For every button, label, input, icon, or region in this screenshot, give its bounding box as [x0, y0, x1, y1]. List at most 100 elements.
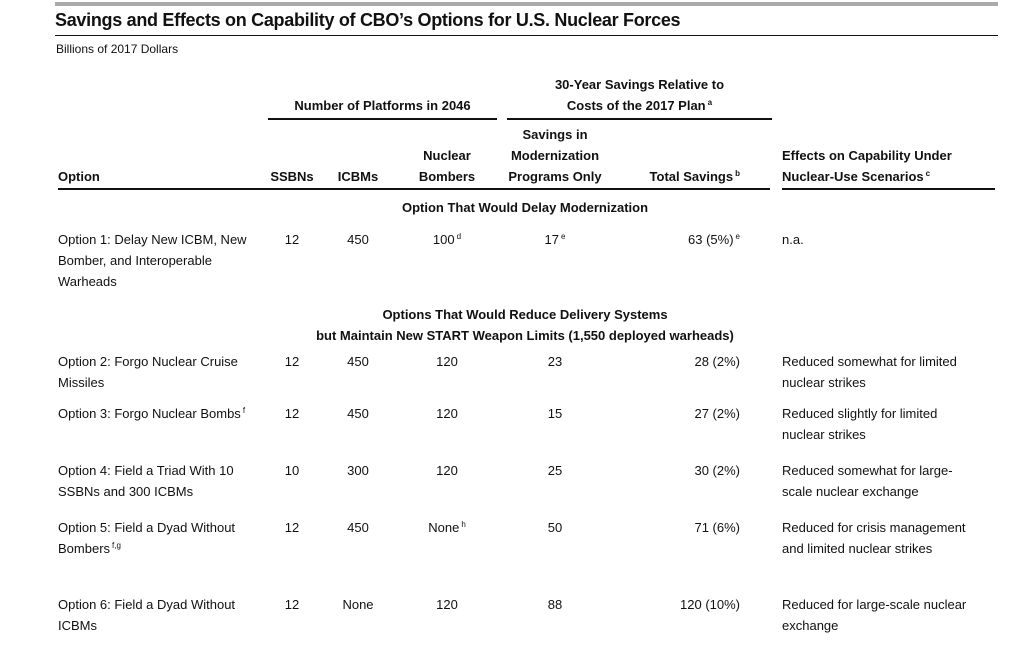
table-cell-text: 450: [347, 520, 369, 535]
table-cell-text: 120: [436, 597, 458, 612]
top-rule: [55, 2, 998, 6]
column-header-text: Savings in Modernization Programs Only: [508, 127, 602, 184]
table-cell: Reduced for large-scale nuclear exchange: [782, 594, 982, 636]
section-heading: Option That Would Delay Modernization: [401, 200, 649, 215]
table-cell-text: None: [428, 520, 460, 535]
column-header: Effects on Capability Under Nuclear-Use …: [782, 145, 982, 187]
table-cell-text: Option 4: Field a Triad With 10 SSBNs an…: [58, 463, 234, 499]
table-cell: 450: [328, 229, 388, 250]
table-cell: 120: [400, 403, 494, 424]
table-cell-text: Option 3: Forgo Nuclear Bombs: [58, 406, 241, 421]
table-cell: 50: [500, 517, 610, 538]
table-cell-text: 25: [547, 463, 563, 478]
table-cell-text: 63 (5%): [688, 232, 734, 247]
table-cell: 30 (2%): [620, 460, 740, 481]
table-cell: Option 3: Forgo Nuclear Bombs f: [58, 403, 258, 424]
table-cell: 23: [500, 351, 610, 372]
table-cell-text: 120 (10%): [680, 597, 740, 612]
table-cell: n.a.: [782, 229, 982, 250]
footnote-mark: e: [561, 231, 566, 241]
table-cell-text: 450: [347, 406, 369, 421]
table-cell-text: 450: [347, 354, 369, 369]
header-rule: [58, 188, 770, 190]
group-header-text: 30-Year Savings Relative to Costs of the…: [554, 77, 725, 113]
column-header: Savings in Modernization Programs Only: [500, 124, 610, 187]
table-cell-text: 17: [544, 232, 559, 247]
section-heading: Options That Would Reduce Delivery Syste…: [382, 307, 668, 322]
table-cell: 63 (5%) e: [620, 229, 740, 250]
table-cell: 71 (6%): [620, 517, 740, 538]
table-cell-text: 12: [284, 406, 300, 421]
table-cell-text: 15: [547, 406, 563, 421]
table-cell: 300: [328, 460, 388, 481]
table-cell-text: n.a.: [782, 232, 804, 247]
column-header-text: Effects on Capability Under Nuclear-Use …: [782, 148, 952, 184]
table-cell-text: 450: [347, 232, 369, 247]
table-cell-text: 12: [284, 354, 300, 369]
table-cell-text: Reduced slightly for limited nuclear str…: [782, 406, 938, 442]
table-cell-text: None: [342, 597, 374, 612]
table-cell: 12: [262, 517, 322, 538]
table-cell: 12: [262, 403, 322, 424]
group-header-text: Number of Platforms in 2046: [294, 98, 471, 113]
table-cell: 450: [328, 517, 388, 538]
table-cell: None h: [400, 517, 494, 538]
table-cell-text: 120: [436, 406, 458, 421]
table-cell-text: 120: [436, 354, 458, 369]
table-cell: Option 1: Delay New ICBM, New Bomber, an…: [58, 229, 258, 292]
group-header: Number of Platforms in 2046: [268, 95, 497, 116]
title: Savings and Effects on Capability of CBO…: [55, 10, 681, 30]
table-cell-text: Option 6: Field a Dyad Without ICBMs: [58, 597, 236, 633]
column-header: Total Savings b: [620, 166, 740, 187]
table-cell: 25: [500, 460, 610, 481]
table-cell-text: 100: [432, 232, 455, 247]
table-cell: 12: [262, 594, 322, 615]
group-rule: [268, 118, 497, 120]
table-cell-text: Reduced for crisis management and limite…: [782, 520, 966, 556]
column-header: ICBMs: [328, 166, 388, 187]
table-cell: Option 5: Field a Dyad Without Bombers f,…: [58, 517, 258, 559]
table-cell-text: 120: [436, 463, 458, 478]
group-header: 30-Year Savings Relative to Costs of the…: [507, 74, 772, 116]
table-cell: 17 e: [500, 229, 610, 250]
footnote-mark: f: [242, 405, 246, 415]
footnote-mark: b: [735, 168, 740, 178]
column-header: Option: [58, 166, 258, 187]
column-header: Nuclear Bombers: [400, 145, 494, 187]
table-cell-text: 71 (6%): [694, 520, 740, 535]
table-cell: Option 4: Field a Triad With 10 SSBNs an…: [58, 460, 258, 502]
footnote-mark: e: [735, 231, 740, 241]
table-cell-text: Reduced somewhat for limited nuclear str…: [782, 354, 957, 390]
table-cell-text: 50: [547, 520, 563, 535]
table-cell-text: 27 (2%): [694, 406, 740, 421]
footnote-mark: c: [925, 168, 931, 178]
table-cell-text: Option 2: Forgo Nuclear Cruise Missiles: [58, 354, 238, 390]
footnote-mark: h: [461, 519, 466, 529]
table-cell: 120 (10%): [620, 594, 740, 615]
table-cell-text: 23: [547, 354, 563, 369]
header-rule: [782, 188, 995, 190]
table-cell-text: 30 (2%): [694, 463, 740, 478]
table-cell: 120: [400, 460, 494, 481]
column-header: SSBNs: [262, 166, 322, 187]
subtitle: Billions of 2017 Dollars: [56, 42, 179, 56]
table-cell: 88: [500, 594, 610, 615]
footnote-mark: a: [707, 97, 713, 107]
table-cell: Reduced somewhat for large-scale nuclear…: [782, 460, 982, 502]
table-cell-text: 300: [347, 463, 369, 478]
table-cell: Option 6: Field a Dyad Without ICBMs: [58, 594, 258, 636]
table-cell: 12: [262, 351, 322, 372]
table-cell: 10: [262, 460, 322, 481]
table-cell: Reduced for crisis management and limite…: [782, 517, 982, 559]
table-cell: Reduced somewhat for limited nuclear str…: [782, 351, 982, 393]
footnote-mark: d: [456, 231, 462, 241]
table-cell-text: 12: [284, 597, 300, 612]
section-heading: but Maintain New START Weapon Limits (1,…: [316, 328, 734, 343]
table-cell: 12: [262, 229, 322, 250]
column-header-text: Total Savings: [649, 169, 734, 184]
column-header-text: Option: [58, 169, 100, 184]
table-cell-text: Option 1: Delay New ICBM, New Bomber, an…: [58, 232, 247, 289]
table-cell: 120: [400, 351, 494, 372]
table-cell-text: 10: [284, 463, 300, 478]
column-header-text: ICBMs: [337, 169, 379, 184]
